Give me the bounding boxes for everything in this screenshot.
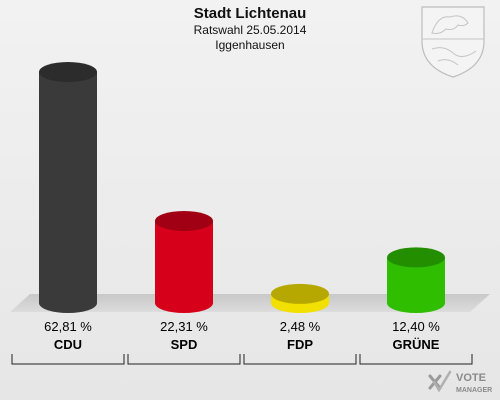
chart-floor bbox=[10, 294, 490, 312]
value-label: 2,48 % bbox=[280, 319, 321, 334]
district-name: Iggenhausen bbox=[215, 38, 285, 52]
value-label: 12,40 % bbox=[392, 319, 440, 334]
category-bracket bbox=[127, 354, 241, 365]
category-bracket bbox=[243, 354, 357, 365]
value-label: 62,81 % bbox=[44, 319, 92, 334]
vote-manager-logo-icon bbox=[428, 370, 452, 393]
value-label: 22,31 % bbox=[160, 319, 208, 334]
bar-gruene bbox=[387, 247, 445, 313]
bar-spd bbox=[155, 210, 213, 313]
brand-vote: VOTE bbox=[456, 372, 486, 384]
category-label: FDP bbox=[287, 337, 313, 352]
chart-subtitle: Ratswahl 25.05.2014 bbox=[193, 23, 307, 37]
bar-fdp bbox=[271, 283, 329, 313]
category-label: GRÜNE bbox=[393, 337, 440, 352]
category-label: SPD bbox=[171, 337, 198, 352]
chart-title: Stadt Lichtenau bbox=[193, 5, 307, 22]
brand-manager: MANAGER bbox=[456, 387, 492, 394]
coat-of-arms-icon bbox=[421, 6, 485, 78]
category-bracket bbox=[11, 354, 125, 365]
category-bracket bbox=[359, 354, 473, 365]
category-label: CDU bbox=[54, 337, 82, 352]
bar-cdu bbox=[39, 62, 97, 313]
